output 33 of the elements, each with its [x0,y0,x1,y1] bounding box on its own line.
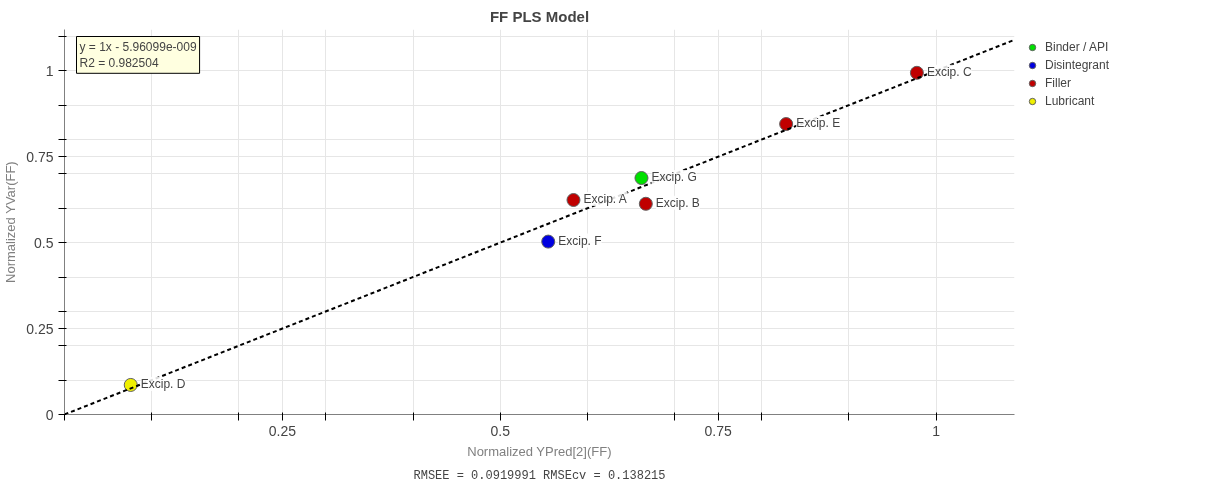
y-tick-label: 1 [45,62,54,79]
annotation: R2 = 0.982504 [79,56,159,71]
annotation: Excip. E [796,116,841,131]
text: RMSEE = 0.0919991 RMSEcv = 0.138215 [413,468,666,483]
point [638,196,653,211]
y-tick-label: 0.25 [26,320,54,337]
y-tick-label: 0.5 [34,234,54,251]
x-tick-label: 1 [932,422,941,439]
annotation: Excip. B [655,195,700,210]
point [123,377,138,392]
y-tick-label: 0 [45,406,54,423]
point [779,117,794,132]
point [634,171,649,185]
x-axis-title: Normalized YPred[2](FF) [467,443,612,459]
legend-label: Binder / API [1045,40,1109,54]
legend-label: Disintegrant [1045,58,1110,72]
y-tick-label: 0.75 [26,148,54,165]
legend-label: Filler [1045,76,1071,90]
point [541,234,556,249]
point [909,65,924,80]
y-axis-title: Normalized YVar(FF) [3,161,19,283]
point [566,193,581,207]
chart-title: FF PLS Model [489,7,590,25]
x-tick-label: 0.25 [268,422,297,439]
annotation: Excip. G [651,170,697,184]
annotation: y = 1x - 5.96099e-009 [79,39,197,54]
x-tick-label: 0.5 [490,422,511,439]
legend-label: Lubricant [1045,94,1095,108]
annotation: Excip. F [558,233,602,248]
annotation: Excip. D [140,376,186,391]
x-tick-label: 0.75 [704,422,733,439]
annotation: Excip. C [926,64,972,79]
annotation: Excip. A [583,192,627,206]
